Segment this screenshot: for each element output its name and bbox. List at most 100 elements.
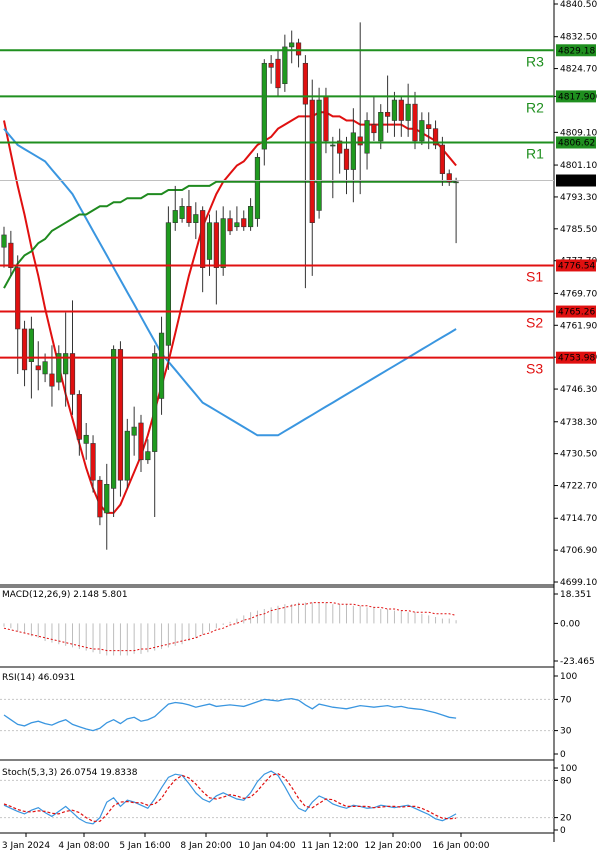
candle[interactable] <box>453 181 459 184</box>
candle[interactable] <box>213 222 219 268</box>
candle[interactable] <box>83 434 89 444</box>
time-axis: 3 Jan 2024 4 Jan 08:00 5 Jan 16:00 8 Jan 20… <box>0 832 554 851</box>
candle[interactable] <box>357 136 363 146</box>
level-value-label: 4753.98 <box>558 354 595 364</box>
candle[interactable] <box>15 267 21 330</box>
candle[interactable] <box>1 234 7 248</box>
rsi-tick-label: 100 <box>560 672 577 682</box>
level-name-r3: R3 <box>526 53 544 69</box>
candle[interactable] <box>282 46 288 85</box>
level-name-r1: R1 <box>526 145 544 161</box>
candle[interactable] <box>364 120 370 154</box>
candle[interactable] <box>63 353 69 375</box>
stoch-panel[interactable]: Stoch(5,3,3) 26.0754 19.8338 100 80 20 0 <box>0 764 577 836</box>
candle[interactable] <box>268 62 274 68</box>
level-value-tag <box>556 351 596 364</box>
price-tick-label: 4785.50 <box>560 225 597 235</box>
candle[interactable] <box>248 206 254 228</box>
candle[interactable] <box>234 222 240 228</box>
candle[interactable] <box>309 99 315 223</box>
candle[interactable] <box>179 206 185 219</box>
rsi-tick-label: 30 <box>560 727 572 737</box>
candle[interactable] <box>302 62 309 105</box>
price-tick-label: 4699.10 <box>560 578 597 588</box>
candle[interactable] <box>330 144 336 147</box>
price-tick-label: 4761.90 <box>560 321 597 331</box>
candle[interactable] <box>131 426 137 436</box>
macd-tick-label: 18.351 <box>560 590 592 600</box>
candle[interactable] <box>316 99 322 211</box>
time-tick-label: 11 Jan 12:00 <box>302 841 359 851</box>
candle[interactable] <box>446 173 452 183</box>
candle[interactable] <box>398 99 404 121</box>
candle[interactable] <box>172 210 178 223</box>
macd-label: MACD(12,26,9) 2.148 5.801 <box>2 590 128 600</box>
candle[interactable] <box>432 128 439 146</box>
candle[interactable] <box>289 42 295 48</box>
candle[interactable] <box>35 365 41 371</box>
candle[interactable] <box>378 112 384 142</box>
macd-tick-label: -23.465 <box>560 657 595 667</box>
candle[interactable] <box>117 349 124 481</box>
candle[interactable] <box>426 124 432 129</box>
candle[interactable] <box>323 95 329 142</box>
candle[interactable] <box>412 103 418 142</box>
candle[interactable] <box>49 373 55 387</box>
candle[interactable] <box>391 99 398 121</box>
time-tick-label: 10 Jan 04:00 <box>239 841 296 851</box>
candle[interactable] <box>158 332 165 399</box>
candle[interactable] <box>21 328 28 371</box>
candle[interactable] <box>165 222 172 346</box>
macd-signal-line <box>3 602 457 652</box>
candle[interactable] <box>97 479 103 518</box>
candle[interactable] <box>28 328 35 362</box>
stoch-d-line <box>3 772 457 822</box>
ma-slow-line <box>3 180 457 289</box>
price-tick-label: 4706.90 <box>560 546 597 556</box>
candle[interactable] <box>69 353 76 395</box>
candle[interactable] <box>371 124 377 134</box>
stoch-tick-label: 0 <box>560 826 566 836</box>
time-tick-label: 8 Jan 20:00 <box>180 841 232 851</box>
candle[interactable] <box>384 112 391 117</box>
candle[interactable] <box>405 103 411 121</box>
candle[interactable] <box>206 222 213 260</box>
candle[interactable] <box>254 156 261 219</box>
candle[interactable] <box>220 218 226 268</box>
price-tick-label: 4738.30 <box>560 418 597 428</box>
price-tick-label: 4832.50 <box>560 33 597 43</box>
candle[interactable] <box>124 430 130 481</box>
rsi-panel[interactable]: RSI(14) 46.0931 100 70 30 0 <box>0 672 577 761</box>
candle[interactable] <box>261 62 267 150</box>
price-tick-label: 4824.70 <box>560 65 597 75</box>
macd-panel[interactable]: MACD(12,26,9) 2.148 5.801 18.351 0.00 -23.4… <box>0 590 595 668</box>
stoch-k-line <box>3 770 457 825</box>
price-panel[interactable]: 4840.50 4832.50 4824.70 4817.90 4809.10 4801.… <box>0 0 597 842</box>
candle[interactable] <box>111 349 117 489</box>
candle[interactable] <box>8 242 14 268</box>
candle[interactable] <box>241 218 247 228</box>
level-name-r2: R2 <box>526 99 544 115</box>
level-value-label: 4829.18 <box>558 46 595 56</box>
candle[interactable] <box>350 132 356 170</box>
candle[interactable] <box>200 210 206 268</box>
candle[interactable] <box>193 214 199 223</box>
candle[interactable] <box>295 42 302 56</box>
candle[interactable] <box>76 394 82 440</box>
candle[interactable] <box>145 451 151 461</box>
candle[interactable] <box>186 206 192 223</box>
candle[interactable] <box>56 353 62 383</box>
candle[interactable] <box>419 120 425 142</box>
candle[interactable] <box>42 361 48 375</box>
candle[interactable] <box>152 353 158 452</box>
level-value-label: 4765.26 <box>558 308 595 318</box>
candle[interactable] <box>227 218 233 232</box>
candle[interactable] <box>90 443 96 481</box>
candle[interactable] <box>343 148 350 170</box>
candle[interactable] <box>439 144 446 174</box>
candle[interactable] <box>337 140 343 154</box>
candle[interactable] <box>104 484 110 514</box>
candle[interactable] <box>138 422 144 461</box>
candle[interactable] <box>275 58 281 89</box>
